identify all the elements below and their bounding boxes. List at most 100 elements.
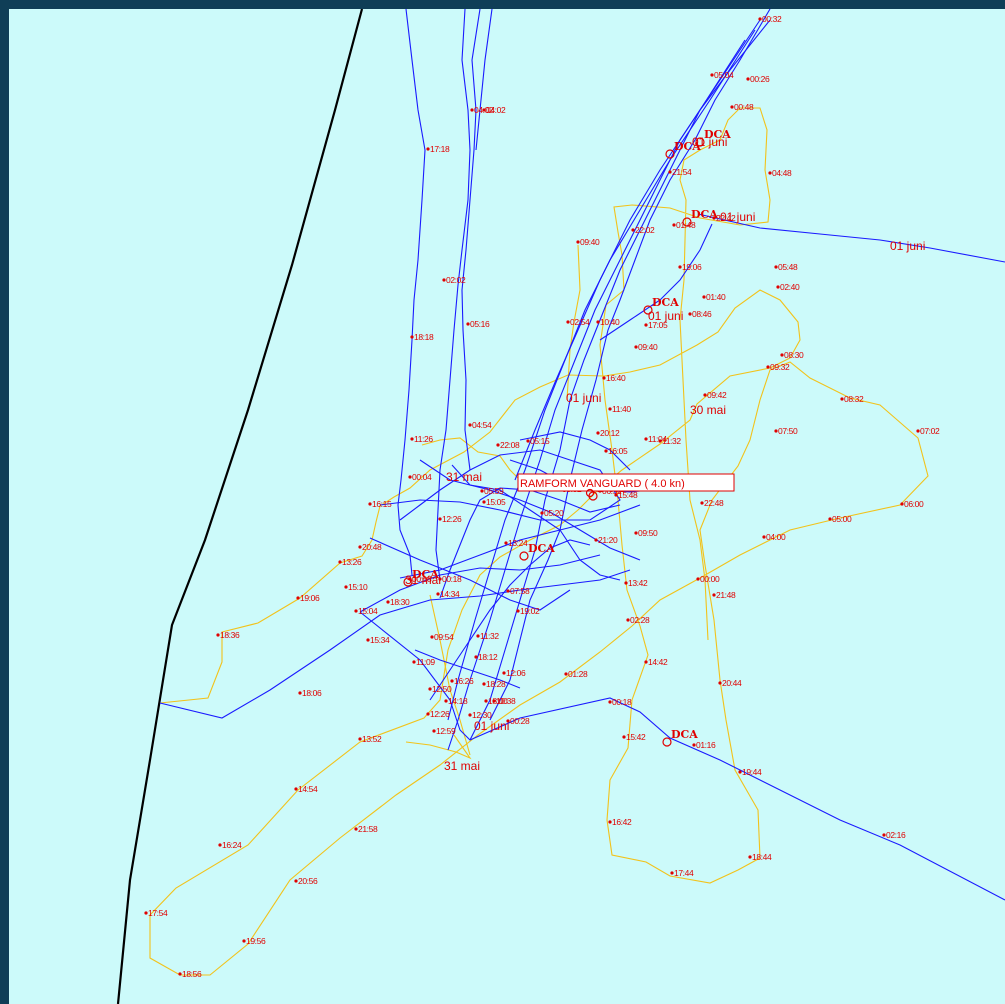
waypoint-dot [564, 672, 568, 676]
waypoint-dot [216, 633, 220, 637]
waypoint-time-label: 05:15 [530, 436, 550, 446]
date-label: 31 mai [405, 573, 441, 587]
waypoint-time-label: 08:30 [784, 350, 804, 360]
waypoint-dot [540, 511, 544, 515]
date-label: 01 juni [566, 391, 601, 405]
waypoint-dot [412, 660, 416, 664]
waypoint-dot [768, 171, 772, 175]
waypoint-dot [596, 320, 600, 324]
waypoint-time-label: 08:32 [844, 394, 864, 404]
waypoint-dot [658, 439, 662, 443]
dca-circle-icon [519, 551, 529, 561]
waypoint-dot [366, 638, 370, 642]
vessel-label[interactable]: RAMFORM VANGUARD ( 4.0 kn) [520, 478, 685, 490]
waypoint-dot [900, 502, 904, 506]
waypoint-time-label: 19:44 [742, 767, 762, 777]
waypoint-time-label: 01:16 [696, 740, 716, 750]
waypoint-time-label: 16:15 [372, 499, 392, 509]
coastline [116, 9, 364, 1004]
waypoint-dot [408, 475, 412, 479]
waypoint-dot [428, 687, 432, 691]
waypoint-dot [480, 489, 484, 493]
waypoint-time-label: 13:24 [508, 538, 528, 548]
dca-circle-icon [662, 737, 672, 747]
waypoint-time-label: 18:06 [302, 688, 322, 698]
waypoint-dot [492, 699, 496, 703]
waypoint-time-label: 00:00 [700, 574, 720, 584]
waypoint-time-label: 05:16 [470, 319, 490, 329]
waypoint-dot [738, 770, 742, 774]
waypoint-time-label: 15:04 [358, 606, 378, 616]
waypoint-dot [703, 393, 707, 397]
waypoint-dot [474, 655, 478, 659]
waypoint-dot [432, 729, 436, 733]
waypoint-dot [298, 691, 302, 695]
vessel-marker[interactable]: RAMFORM VANGUARD ( 4.0 kn) [517, 473, 735, 498]
waypoint-time-label: 13:52 [362, 734, 382, 744]
waypoint-time-label: 02:40 [780, 282, 800, 292]
waypoint-time-label: 02:54 [570, 317, 590, 327]
waypoint-dot [710, 73, 714, 77]
waypoint-time-label: 13:26 [342, 557, 362, 567]
waypoint-dot [410, 437, 414, 441]
waypoint-time-label: 18:18 [414, 332, 434, 342]
waypoint-dot [622, 735, 626, 739]
waypoint-dot [438, 577, 442, 581]
primary-track [159, 9, 1005, 901]
waypoint-time-label: 06:00 [904, 499, 924, 509]
waypoint-time-label: 00:18 [412, 574, 432, 584]
waypoint-time-label: 10:38 [496, 696, 516, 706]
waypoint-dot [780, 353, 784, 357]
waypoint-dot [882, 833, 886, 837]
waypoint-time-label: 16:05 [608, 446, 628, 456]
waypoint-time-label: 04:00 [766, 532, 786, 542]
waypoint-dot [442, 278, 446, 282]
waypoint-time-label: 20:56 [298, 876, 318, 886]
map-view[interactable]: 00:32 05:04 00:26 00:48 04:48 04:02 04:02 17:18… [9, 9, 1005, 1004]
waypoint-time-label: 16:42 [612, 817, 632, 827]
waypoint-dot [354, 827, 358, 831]
waypoint-dot [470, 108, 474, 112]
waypoint-dot [338, 560, 342, 564]
waypoint-time-label: 18:28 [486, 679, 506, 689]
waypoint-dot [576, 240, 580, 244]
waypoint-dot [596, 431, 600, 435]
waypoint-time-label: 22:48 [704, 498, 724, 508]
waypoint-time-label: 07:02 [920, 426, 940, 436]
waypoint-time-label: 05:20 [544, 508, 564, 518]
waypoint-dot [702, 295, 706, 299]
waypoint-dot [766, 365, 770, 369]
waypoint-time-label: 21:54 [672, 167, 692, 177]
waypoint-time-label: 14:18 [448, 696, 468, 706]
waypoint-dot [294, 787, 298, 791]
waypoint-time-label: 20:48 [362, 542, 382, 552]
waypoint-time-label: 11:32 [480, 631, 499, 641]
waypoint-time-label: 09:40 [638, 342, 658, 352]
waypoint-dot [482, 500, 486, 504]
waypoint-time-label: 00:48 [734, 102, 754, 112]
waypoint-time-label: 15:05 [486, 497, 506, 507]
dca-circle-icon [695, 137, 705, 147]
waypoint-time-label: 00:32 [762, 14, 782, 24]
waypoint-time-label: 09:50 [638, 528, 658, 538]
waypoint-time-label: 09:54 [434, 632, 454, 642]
waypoint-time-label: 02:16 [886, 830, 906, 840]
waypoint-time-label: 00:26 [750, 74, 770, 84]
waypoint-dot [296, 596, 300, 600]
waypoint-time-label: 08:46 [692, 309, 712, 319]
waypoint-time-label: 12:59 [436, 726, 456, 736]
dca-label: DCA [691, 208, 718, 221]
waypoint-time-label: 18:30 [390, 597, 410, 607]
waypoint-dot [634, 531, 638, 535]
waypoint-dot [506, 589, 510, 593]
dca-circle-icon [682, 217, 692, 227]
vessel-label-box[interactable] [517, 473, 735, 492]
waypoint-dot [482, 108, 486, 112]
waypoint-time-label: 02:02 [446, 275, 466, 285]
dca-label: DCA [671, 728, 698, 741]
waypoint-dots [144, 17, 920, 976]
waypoint-time-label: 19:56 [246, 936, 266, 946]
waypoint-time-label: 00:18 [612, 697, 632, 707]
